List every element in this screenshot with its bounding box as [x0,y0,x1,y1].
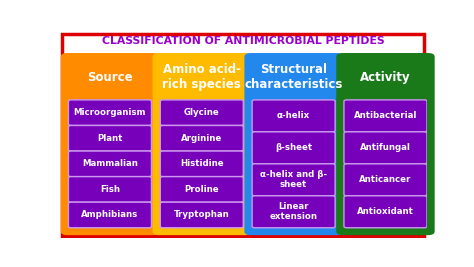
FancyBboxPatch shape [344,100,427,132]
FancyBboxPatch shape [245,53,343,235]
Text: Antioxidant: Antioxidant [357,207,414,216]
FancyBboxPatch shape [160,125,243,151]
Text: β-sheet: β-sheet [275,143,312,152]
Text: Proline: Proline [184,185,219,194]
FancyBboxPatch shape [344,196,427,228]
Text: Glycine: Glycine [184,108,219,117]
Text: Histidine: Histidine [180,159,224,168]
Text: α-helix and β-
sheet: α-helix and β- sheet [260,170,327,189]
Text: Amphibians: Amphibians [82,210,138,219]
Text: Amino acid-
rich species: Amino acid- rich species [163,63,241,91]
Text: Fish: Fish [100,185,120,194]
Text: CLASSIFICATION OF ANTIMICROBIAL PEPTIDES: CLASSIFICATION OF ANTIMICROBIAL PEPTIDES [101,36,384,46]
Text: Arginine: Arginine [181,134,222,143]
FancyBboxPatch shape [252,132,335,164]
Text: Linear
extension: Linear extension [270,202,318,221]
FancyBboxPatch shape [68,125,152,151]
Text: Antibacterial: Antibacterial [354,111,417,120]
FancyBboxPatch shape [252,100,335,132]
Text: Antifungal: Antifungal [360,143,411,152]
Text: Activity: Activity [360,71,411,84]
Text: Mammalian: Mammalian [82,159,138,168]
FancyBboxPatch shape [160,202,243,228]
FancyBboxPatch shape [160,176,243,202]
FancyBboxPatch shape [160,100,243,125]
Text: Structural
characteristics: Structural characteristics [245,63,343,91]
FancyBboxPatch shape [252,196,335,228]
FancyBboxPatch shape [68,176,152,202]
FancyBboxPatch shape [61,53,159,235]
Text: Source: Source [87,71,133,84]
FancyBboxPatch shape [153,53,251,235]
FancyBboxPatch shape [336,53,435,235]
Text: Plant: Plant [97,134,123,143]
FancyBboxPatch shape [160,151,243,176]
FancyBboxPatch shape [344,132,427,164]
FancyBboxPatch shape [68,151,152,176]
Text: α-helix: α-helix [277,111,310,120]
FancyBboxPatch shape [68,202,152,228]
FancyBboxPatch shape [344,164,427,196]
Text: Tryptophan: Tryptophan [174,210,230,219]
FancyBboxPatch shape [252,164,335,196]
Text: Anticancer: Anticancer [359,175,411,184]
FancyBboxPatch shape [68,100,152,125]
FancyBboxPatch shape [62,34,424,236]
Text: Microorganism: Microorganism [73,108,146,117]
